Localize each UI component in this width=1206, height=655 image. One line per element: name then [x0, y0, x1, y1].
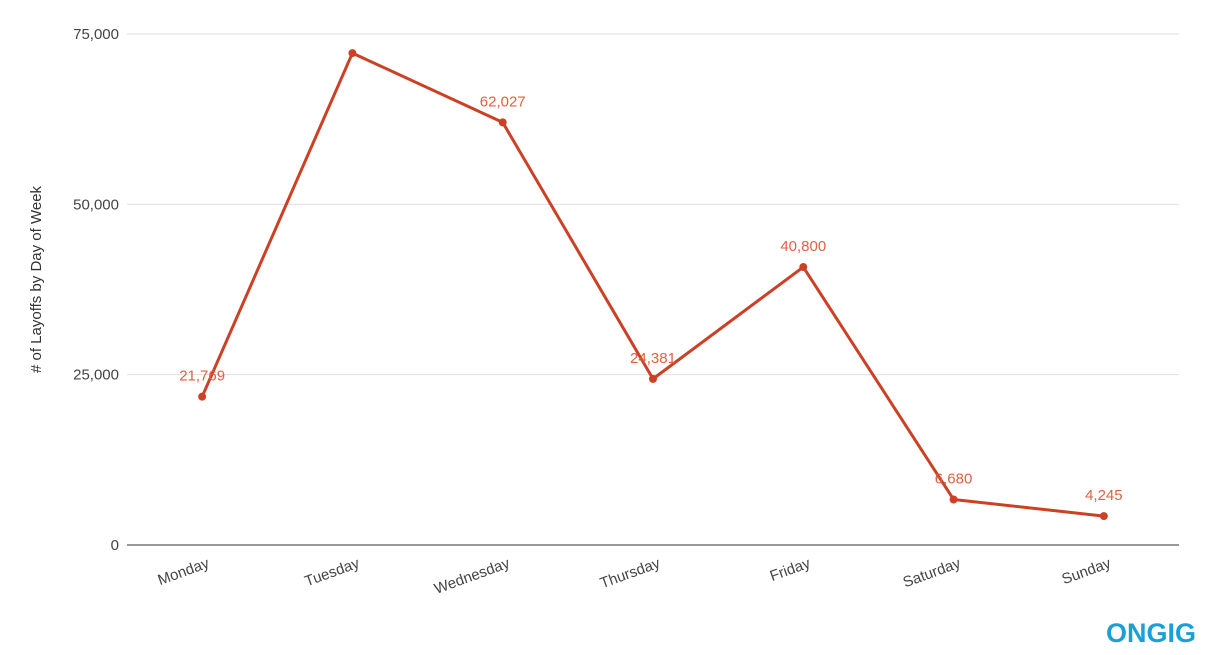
data-point: [1099, 512, 1108, 521]
ongig-logo: ONGIG: [1105, 618, 1196, 648]
gridlines: [127, 33, 1179, 376]
series-polyline: [200, 51, 1105, 518]
y-axis-label: # of Layoffs by Day of Week: [28, 185, 45, 373]
data-points: [198, 49, 1108, 521]
x-tick-label: Thursday: [598, 555, 663, 593]
data-point: [649, 374, 657, 383]
y-tick-label: 25,000: [73, 367, 119, 384]
x-tick-label: Tuesday: [302, 555, 362, 591]
data-point: [198, 392, 207, 401]
data-label: 24,381: [630, 350, 676, 367]
data-labels: 21,769 62,027 24,381 40,800 6,680 4,245: [179, 93, 1122, 504]
y-axis-ticks: 0 25,000 50,000 75,000: [73, 26, 119, 554]
data-label: 21,769: [179, 368, 225, 385]
data-label: 4,245: [1085, 487, 1123, 504]
x-tick-label: Friday: [768, 555, 813, 585]
data-label: 62,027: [480, 93, 526, 110]
x-axis-ticks: Monday Tuesday Wednesday Thursday Friday Satu…: [156, 555, 1114, 598]
data-point: [949, 495, 958, 504]
x-tick-label: Wednesday: [432, 555, 512, 598]
y-tick-label: 50,000: [73, 196, 119, 213]
data-label: 40,800: [780, 238, 826, 255]
y-tick-label: 0: [111, 537, 119, 554]
data-point: [498, 118, 507, 127]
data-point: [799, 263, 808, 272]
data-point: [348, 49, 357, 58]
x-tick-label: Monday: [156, 555, 212, 589]
data-label: 6,680: [935, 470, 973, 487]
series-line: [200, 51, 1105, 518]
x-tick-label: Saturday: [901, 555, 964, 592]
y-tick-label: 75,000: [73, 26, 119, 43]
x-tick-label: Sunday: [1060, 555, 1114, 589]
